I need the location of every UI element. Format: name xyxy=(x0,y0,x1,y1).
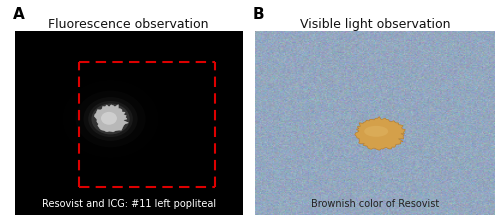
Ellipse shape xyxy=(92,104,130,134)
Text: Brownish color of Resovist: Brownish color of Resovist xyxy=(311,199,439,209)
Ellipse shape xyxy=(364,126,388,137)
Text: B: B xyxy=(252,7,264,22)
Polygon shape xyxy=(355,117,406,150)
Ellipse shape xyxy=(88,101,133,137)
Title: Visible light observation: Visible light observation xyxy=(300,18,450,31)
Text: A: A xyxy=(12,7,24,22)
Polygon shape xyxy=(94,104,128,132)
Text: Resovist and ICG: #11 left popliteal: Resovist and ICG: #11 left popliteal xyxy=(42,199,216,209)
Ellipse shape xyxy=(84,97,138,141)
Ellipse shape xyxy=(76,91,146,147)
Title: Fluorescence observation: Fluorescence observation xyxy=(48,18,209,31)
Ellipse shape xyxy=(101,112,117,125)
